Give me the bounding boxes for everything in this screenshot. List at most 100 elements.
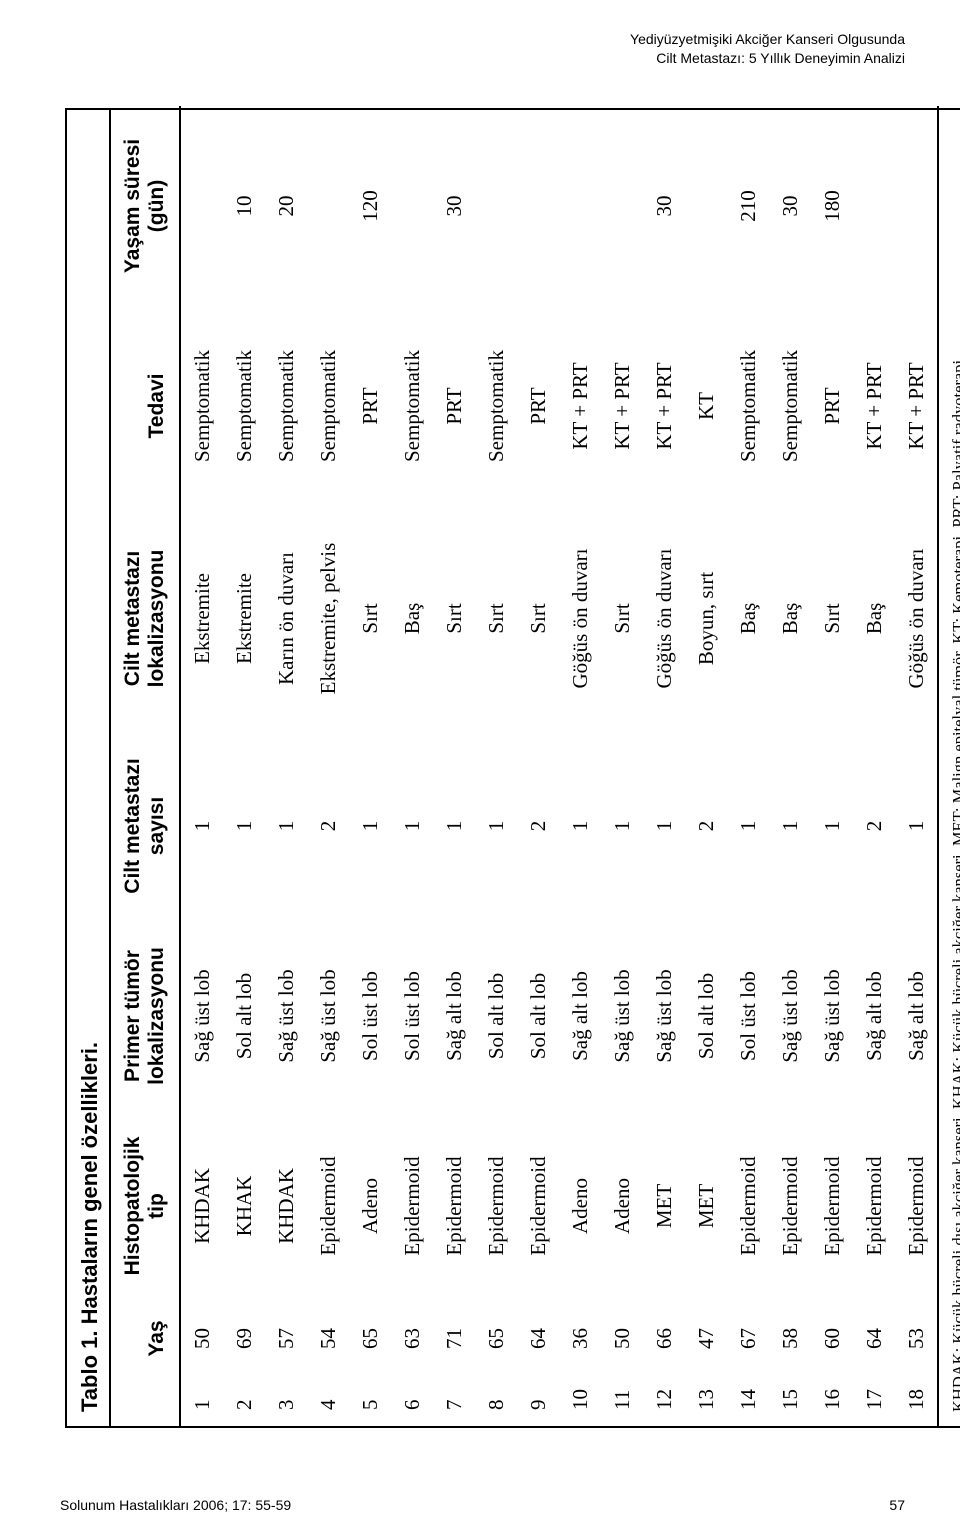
cell-tedavi: KT + PRT <box>643 306 685 506</box>
table-row: 1266METSağ üst lob1Göğüs ön duvarıKT + P… <box>643 106 685 1426</box>
cell-lokal: Karın ön duvarı <box>265 506 307 731</box>
cell-tedavi: Semptomatik <box>391 306 433 506</box>
cell-yasam <box>895 106 938 306</box>
table-row: 1347METSol alt lob2Boyun, sırtKT <box>685 106 727 1426</box>
cell-idx: 14 <box>727 1376 769 1426</box>
journal-reference: Solunum Hastalıkları 2006; 17: 55-59 <box>60 1497 291 1513</box>
cell-yasam <box>475 106 517 306</box>
cell-primer: Sağ alt lob <box>559 921 601 1111</box>
cell-yasam <box>180 106 223 306</box>
cell-histo: Epidermoid <box>895 1111 938 1301</box>
cell-histo: Epidermoid <box>517 1111 559 1301</box>
cell-idx: 17 <box>853 1376 895 1426</box>
cell-yas: 66 <box>643 1301 685 1376</box>
hastalar-table: Yaş Histopatolojiktip Primer tümörlokali… <box>111 106 960 1426</box>
cell-histo: Epidermoid <box>727 1111 769 1301</box>
cell-tedavi: Semptomatik <box>307 306 349 506</box>
cell-lokal: Ekstremite <box>223 506 265 731</box>
cell-sayi: 1 <box>265 731 307 921</box>
cell-sayi: 1 <box>769 731 811 921</box>
cell-yasam: 30 <box>643 106 685 306</box>
cell-sayi: 2 <box>685 731 727 921</box>
table-row: 1036AdenoSağ alt lob1Göğüs ön duvarıKT +… <box>559 106 601 1426</box>
cell-primer: Sol alt lob <box>223 921 265 1111</box>
table-row: 1467EpidermoidSol üst lob1BaşSemptomatik… <box>727 106 769 1426</box>
cell-lokal: Sırt <box>811 506 853 731</box>
cell-tedavi: KT + PRT <box>853 306 895 506</box>
cell-histo: KHDAK <box>265 1111 307 1301</box>
cell-histo: Adeno <box>349 1111 391 1301</box>
cell-tedavi: KT + PRT <box>559 306 601 506</box>
cell-sayi: 2 <box>853 731 895 921</box>
cell-idx: 8 <box>475 1376 517 1426</box>
cell-tedavi: Semptomatik <box>475 306 517 506</box>
cell-idx: 18 <box>895 1376 938 1426</box>
table-row: 771EpidermoidSağ alt lob1SırtPRT30 <box>433 106 475 1426</box>
cell-sayi: 1 <box>433 731 475 921</box>
cell-yas: 71 <box>433 1301 475 1376</box>
table-wrapper: Tablo 1. Hastaların genel özellikleri. Y… <box>65 108 960 1428</box>
cell-primer: Sağ üst lob <box>643 921 685 1111</box>
cell-idx: 12 <box>643 1376 685 1426</box>
article-header: Yediyüzyetmişiki Akciğer Kanseri Olgusun… <box>60 30 905 68</box>
table-row: 1150AdenoSağ üst lob1SırtKT + PRT <box>601 106 643 1426</box>
cell-idx: 13 <box>685 1376 727 1426</box>
cell-lokal: Göğüs ön duvarı <box>895 506 938 731</box>
cell-lokal: Sırt <box>517 506 559 731</box>
cell-tedavi: KT + PRT <box>601 306 643 506</box>
cell-yas: 50 <box>601 1301 643 1376</box>
cell-primer: Sağ alt lob <box>895 921 938 1111</box>
cell-lokal: Sırt <box>601 506 643 731</box>
page-footer: Solunum Hastalıkları 2006; 17: 55-59 57 <box>60 1497 905 1513</box>
cell-yasam: 20 <box>265 106 307 306</box>
table-row: 269KHAKSol alt lob1EkstremiteSemptomatik… <box>223 106 265 1426</box>
table-row: 565AdenoSol üst lob1SırtPRT120 <box>349 106 391 1426</box>
cell-yas: 60 <box>811 1301 853 1376</box>
rotated-table-container: Tablo 1. Hastaların genel özellikleri. Y… <box>65 108 895 1428</box>
table-row: 1764EpidermoidSağ alt lob2BaşKT + PRT <box>853 106 895 1426</box>
table-row: 964EpidermoidSol alt lob2SırtPRT <box>517 106 559 1426</box>
cell-histo: Adeno <box>559 1111 601 1301</box>
cell-yasam: 180 <box>811 106 853 306</box>
cell-yas: 65 <box>475 1301 517 1376</box>
cell-sayi: 1 <box>391 731 433 921</box>
cell-yas: 57 <box>265 1301 307 1376</box>
cell-yasam <box>685 106 727 306</box>
cell-primer: Sağ üst lob <box>811 921 853 1111</box>
cell-lokal: Sırt <box>349 506 391 731</box>
cell-yasam <box>307 106 349 306</box>
table-footnote: KHDAK: Küçük hücreli dışı akciğer kanser… <box>938 106 960 1426</box>
cell-lokal: Baş <box>769 506 811 731</box>
cell-primer: Sol üst lob <box>727 921 769 1111</box>
cell-yas: 36 <box>559 1301 601 1376</box>
cell-idx: 2 <box>223 1376 265 1426</box>
cell-sayi: 1 <box>223 731 265 921</box>
cell-sayi: 1 <box>601 731 643 921</box>
cell-lokal: Boyun, sırt <box>685 506 727 731</box>
table-row: 663EpidermoidSol üst lob1BaşSemptomatik <box>391 106 433 1426</box>
th-primer: Primer tümörlokalizasyonu <box>111 921 180 1111</box>
cell-idx: 10 <box>559 1376 601 1426</box>
cell-histo: MET <box>643 1111 685 1301</box>
th-idx <box>111 1376 180 1426</box>
cell-tedavi: PRT <box>433 306 475 506</box>
cell-idx: 4 <box>307 1376 349 1426</box>
cell-primer: Sağ üst lob <box>307 921 349 1111</box>
th-sayi: Cilt metastazısayısı <box>111 731 180 921</box>
cell-histo: Epidermoid <box>853 1111 895 1301</box>
cell-lokal: Göğüs ön duvarı <box>643 506 685 731</box>
cell-tedavi: Semptomatik <box>223 306 265 506</box>
cell-primer: Sol üst lob <box>391 921 433 1111</box>
cell-histo: KHAK <box>223 1111 265 1301</box>
cell-yas: 63 <box>391 1301 433 1376</box>
cell-histo: Epidermoid <box>307 1111 349 1301</box>
cell-idx: 11 <box>601 1376 643 1426</box>
cell-yasam: 120 <box>349 106 391 306</box>
table-row: 1660EpidermoidSağ üst lob1SırtPRT180 <box>811 106 853 1426</box>
cell-primer: Sol üst lob <box>349 921 391 1111</box>
cell-yas: 54 <box>307 1301 349 1376</box>
cell-lokal: Ekstremite <box>180 506 223 731</box>
cell-idx: 16 <box>811 1376 853 1426</box>
cell-sayi: 1 <box>559 731 601 921</box>
cell-yas: 58 <box>769 1301 811 1376</box>
